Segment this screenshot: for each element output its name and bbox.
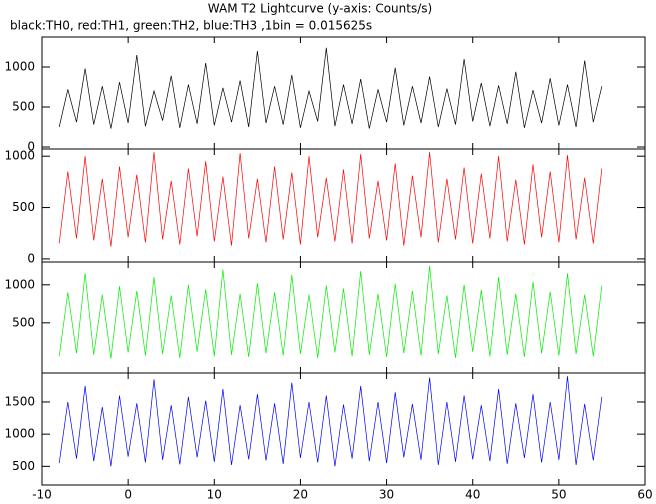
y-tick-label: 500 [12,459,35,473]
y-tick-label: 500 [12,315,35,329]
y-tick-label: 500 [12,100,35,114]
light-curve [58,376,603,467]
light-curve [58,47,603,129]
y-tick-label: 1000 [4,60,35,74]
y-tick-label: 1000 [4,277,35,291]
x-tick-label: 10 [207,488,222,502]
panel-frame [41,261,646,374]
x-tick-label: 0 [124,488,132,502]
y-tick-label: 0 [27,140,35,154]
y-tick-label: 1000 [4,149,35,163]
x-tick-label: 20 [293,488,308,502]
light-curve [58,152,603,247]
y-tick-label: 1500 [4,394,35,408]
x-tick-label: -10 [32,488,52,502]
panel-frame [41,36,646,150]
light-curve [58,265,603,359]
chart-title: WAM T2 Lightcurve (y-axis: Counts/s) [208,2,432,16]
x-tick-label: 30 [379,488,394,502]
panel-frame [41,372,646,486]
y-tick-label: 500 [12,200,35,214]
x-tick-label: 40 [465,488,480,502]
y-tick-label: 0 [27,251,35,265]
chart-subtitle: black:TH0, red:TH1, green:TH2, blue:TH3 … [10,19,372,33]
x-tick-label: 50 [551,488,566,502]
y-tick-label: 1000 [4,427,35,441]
x-tick-label: 60 [637,488,652,502]
